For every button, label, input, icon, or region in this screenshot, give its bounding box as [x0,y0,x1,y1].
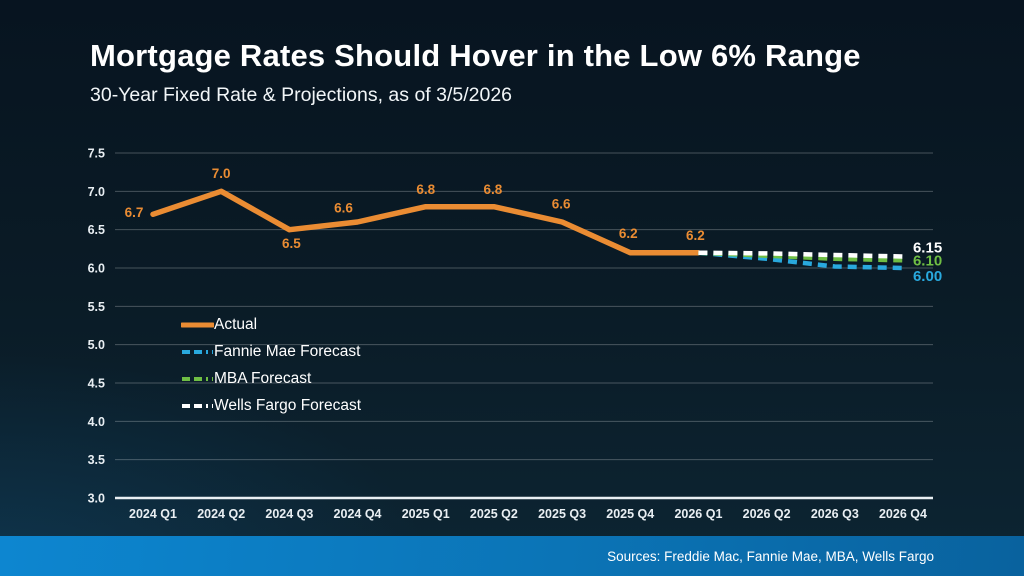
legend-item-fannie-mae-forecast: Fannie Mae Forecast [181,338,361,365]
data-label: 6.2 [619,226,638,241]
data-label: 6.5 [282,236,301,251]
legend-swatch-wells-fargo [182,403,213,408]
y-axis-tick: 3.5 [88,453,105,467]
y-axis-tick: 4.0 [88,415,105,429]
y-axis-tick: 4.5 [88,377,105,391]
legend-swatch-actual [181,322,214,327]
x-axis-tick: 2026 Q4 [879,507,927,521]
legend-label: Wells Fargo Forecast [214,397,362,414]
data-label: 6.8 [484,182,503,197]
x-axis-tick: 2026 Q3 [811,507,859,521]
data-label: 6.6 [552,197,571,212]
series-line-wells-fargo-forecast [698,250,904,259]
legend-swatch-mba [182,376,213,381]
legend-swatch-fannie-mae [182,349,213,354]
series-end-label: 6.10 [913,252,942,269]
x-axis-tick: 2025 Q1 [402,507,450,521]
y-axis-tick: 3.0 [88,492,105,506]
slide-title: Mortgage Rates Should Hover in the Low 6… [90,38,861,73]
chart-legend: Actual Fannie Mae Forecast MBA Forecast Wel… [181,311,361,419]
data-label: 6.7 [125,205,144,220]
legend-label: MBA Forecast [214,370,312,387]
slide-subtitle: 30-Year Fixed Rate & Projections, as of … [90,84,513,106]
y-axis-tick: 6.0 [88,262,105,276]
legend-item-actual: Actual [181,311,361,338]
sources-note: Sources: Freddie Mac, Fannie Mae, MBA, W… [607,548,934,564]
y-axis-tick: 6.5 [88,223,105,237]
series-end-label: 6.00 [913,268,942,285]
y-axis-tick: 5.0 [88,338,105,352]
x-axis-tick: 2024 Q2 [197,507,245,521]
legend-item-wells-fargo-forecast: Wells Fargo Forecast [181,392,361,419]
data-label: 7.0 [212,166,231,181]
data-label: 6.6 [334,201,353,216]
series-end-label: 6.15 [913,240,942,257]
x-axis-tick: 2025 Q3 [538,507,586,521]
x-axis-tick: 2024 Q4 [334,507,382,521]
x-axis-tick: 2026 Q2 [743,507,791,521]
legend-label: Fannie Mae Forecast [214,343,361,360]
x-axis-tick: 2025 Q4 [606,507,654,521]
data-label: 6.2 [686,228,705,243]
x-axis-tick: 2024 Q3 [265,507,313,521]
legend-label: Actual [214,316,258,333]
x-axis-tick: 2024 Q1 [129,507,177,521]
footer-bar: Sources: Freddie Mac, Fannie Mae, MBA, W… [0,536,1024,576]
x-axis-tick: 2025 Q2 [470,507,518,521]
series-line-actual [150,188,702,256]
y-axis-tick: 7.0 [88,185,105,199]
data-label: 6.8 [416,182,435,197]
legend-item-mba-forecast: MBA Forecast [181,365,361,392]
x-axis-tick: 2026 Q1 [674,507,722,521]
y-axis-tick: 5.5 [88,300,105,314]
y-axis-tick: 7.5 [88,147,105,161]
